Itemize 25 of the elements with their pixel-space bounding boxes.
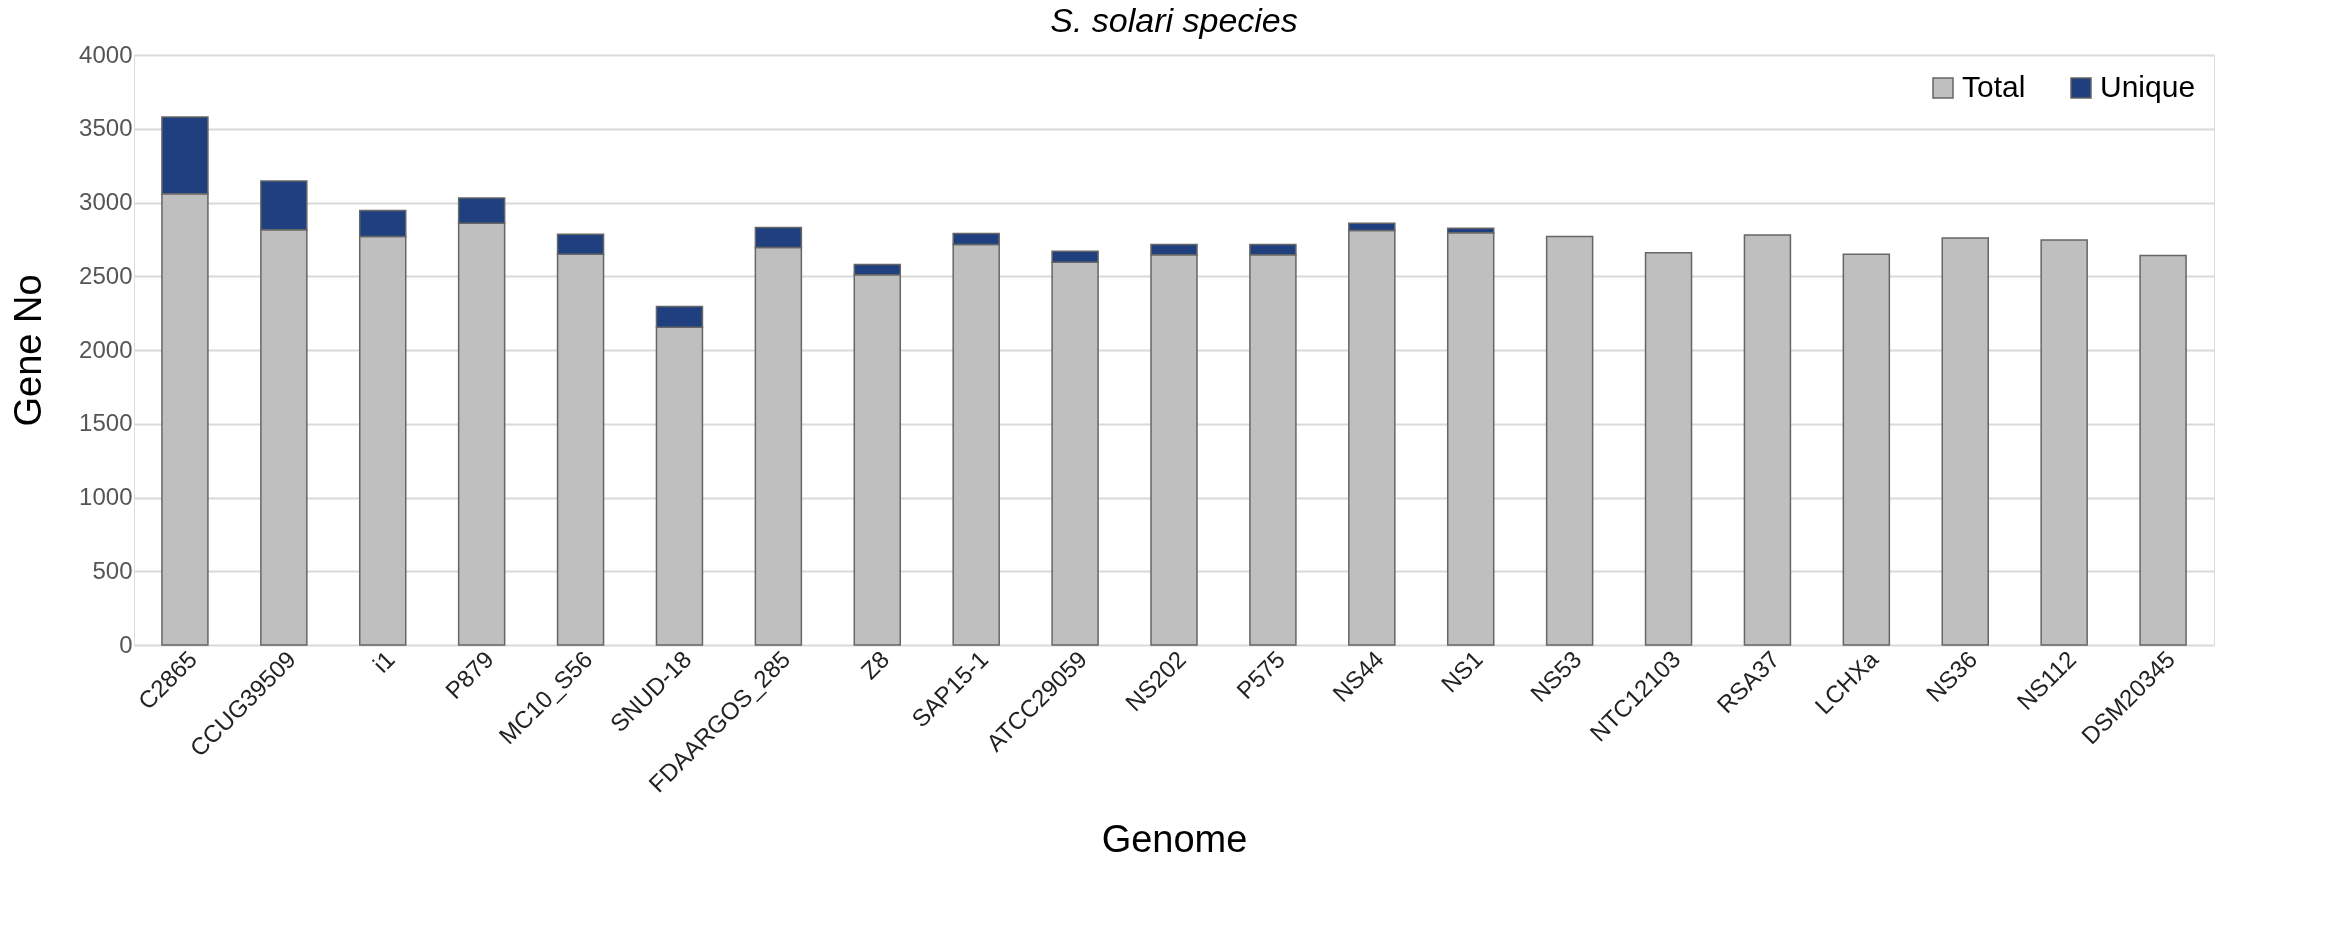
y-tick-label: 4000 [79, 40, 133, 68]
legend-label: Total [1962, 70, 2026, 103]
x-tick-label: i1 [367, 645, 400, 678]
bar [1842, 253, 1891, 646]
legend-label: Unique [2100, 70, 2196, 103]
chart-title: S. solari species [1050, 1, 1298, 39]
bar [1446, 231, 1495, 646]
bar [1644, 251, 1693, 646]
bar [2040, 239, 2088, 646]
bar [2139, 254, 2187, 646]
y-tick-label: 3500 [79, 114, 133, 142]
y-tick-label: 2500 [79, 261, 133, 289]
x-tick-label: Z8 [855, 645, 895, 685]
y-tick-label: 500 [92, 556, 133, 584]
y-tick-label: 1500 [79, 409, 133, 437]
y-tick-label: 0 [119, 630, 133, 658]
bar [1941, 237, 1989, 646]
bar [1545, 235, 1594, 646]
y-tick-label: 3000 [79, 188, 133, 215]
y-tick-label: 2000 [79, 335, 133, 363]
bar [1743, 234, 1792, 646]
x-axis-title: Genome [1101, 818, 1248, 861]
y-axis-title: Gene No [7, 274, 50, 427]
y-tick-label: 1000 [79, 483, 133, 510]
x-tick-label: NS1 [1435, 645, 1488, 698]
